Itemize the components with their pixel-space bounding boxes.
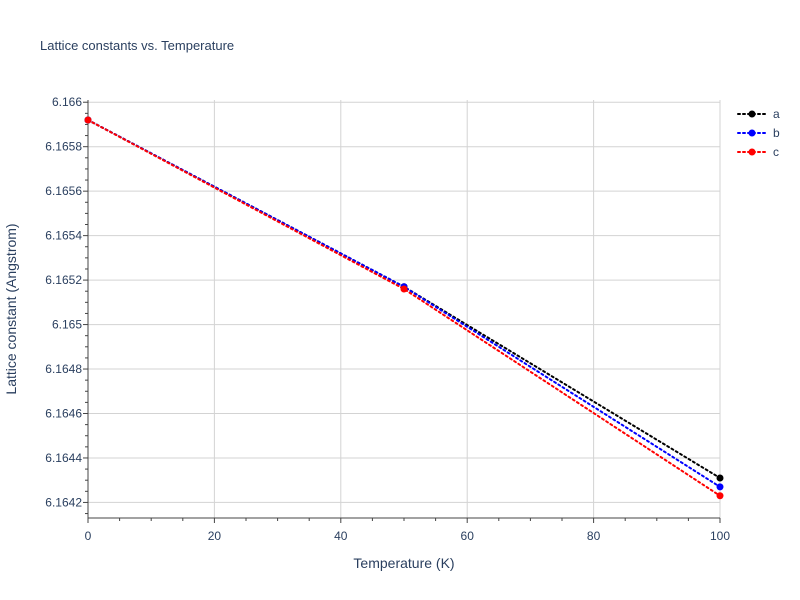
legend[interactable]: abc [737, 107, 780, 159]
tick-labels: 0 20 40 60 80 100 6.1642 6.1644 6.1646 6.1648 6.16… [45, 95, 730, 543]
series-line-c [87, 119, 721, 497]
series-c [84, 116, 724, 500]
x-tick-label: 20 [208, 529, 222, 543]
axes [83, 100, 721, 523]
y-tick-label: 6.1648 [45, 362, 82, 376]
y-tick-label: 6.1642 [45, 495, 82, 509]
y-tick-label: 6.166 [52, 95, 82, 109]
x-tick-label: 100 [710, 529, 730, 543]
legend-label: a [773, 107, 780, 121]
y-tick-label: 6.1652 [45, 273, 82, 287]
data-point-b [716, 483, 724, 491]
y-axis-title: Lattice constant (Angstrom) [3, 223, 19, 394]
y-tick-label: 6.1654 [45, 229, 82, 243]
data-point-a [716, 474, 724, 482]
series-line-a [87, 119, 721, 479]
legend-item-c[interactable]: c [737, 145, 779, 159]
legend-label: c [773, 145, 779, 159]
data-point-c [84, 116, 92, 124]
plot-area [84, 116, 724, 500]
series-a [84, 116, 724, 482]
x-tick-label: 40 [334, 529, 348, 543]
data-point-c [716, 492, 724, 500]
y-tick-label: 6.1656 [45, 184, 82, 198]
chart-title: Lattice constants vs. Temperature [40, 38, 234, 53]
grid [88, 100, 721, 518]
y-tick-label: 6.1644 [45, 451, 82, 465]
legend-swatch-marker [748, 129, 756, 137]
x-tick-label: 0 [85, 529, 92, 543]
y-tick-label: 6.1658 [45, 140, 82, 154]
y-tick-label: 6.1646 [45, 407, 82, 421]
legend-swatch-marker [748, 110, 756, 118]
legend-label: b [773, 126, 780, 140]
legend-item-b[interactable]: b [737, 126, 780, 140]
x-axis-title: Temperature (K) [353, 555, 454, 571]
x-tick-label: 80 [587, 529, 601, 543]
y-tick-label: 6.165 [52, 318, 82, 332]
data-point-c [400, 285, 408, 293]
legend-swatch-marker [748, 148, 756, 156]
series-line-b [87, 119, 721, 488]
x-tick-label: 60 [461, 529, 475, 543]
legend-item-a[interactable]: a [737, 107, 780, 121]
